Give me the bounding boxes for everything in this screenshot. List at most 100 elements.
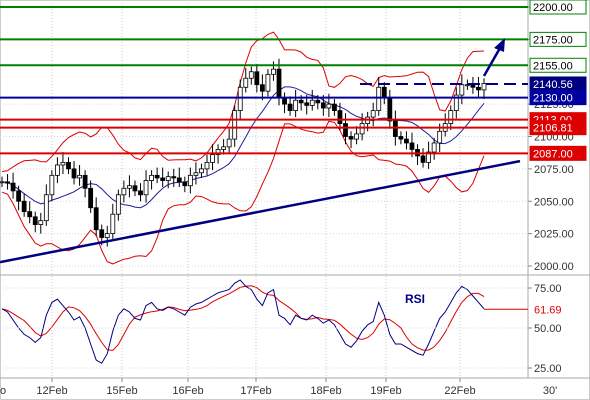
candle-body (38, 220, 44, 225)
moving-average (1, 86, 485, 209)
candle-body (420, 155, 426, 163)
level-label-box-0 (529, 0, 587, 15)
level-label-box-2 (529, 57, 587, 73)
candle-body (354, 133, 359, 140)
candle-body (398, 136, 404, 140)
candle-body (60, 161, 66, 166)
candle-body (470, 84, 476, 88)
candle-body (49, 174, 55, 196)
candle-body (0, 181, 5, 184)
x-tick-label-0: o (0, 385, 6, 397)
rsi-tick-label-0: 75.00 (534, 283, 562, 295)
candle-body (204, 161, 210, 170)
candle-body (370, 110, 376, 118)
candle-body (481, 83, 487, 91)
rsi-line (1, 279, 485, 364)
candle-body (254, 71, 260, 86)
candle-body (66, 161, 71, 170)
candle-body (453, 94, 459, 111)
candle-body (332, 103, 337, 111)
candle-body (426, 151, 431, 163)
candle-body (127, 185, 132, 189)
candle-body (99, 229, 105, 238)
x-tick-label-3: 16Feb (172, 385, 203, 397)
bollinger-upper (1, 31, 485, 172)
candle-body (193, 172, 199, 176)
candle-body (82, 174, 88, 189)
candle-body (176, 177, 182, 183)
candle-body (10, 182, 16, 192)
candle-body (93, 207, 99, 231)
candle-body (104, 233, 110, 238)
level-label-box-1 (529, 31, 587, 47)
candle-body (276, 68, 282, 99)
candle-body (464, 84, 470, 87)
candle-body (287, 103, 293, 111)
candle-body (21, 200, 27, 213)
level-label-6: 2106.81 (533, 123, 573, 135)
candle-body (476, 86, 481, 91)
candle-body (409, 142, 415, 150)
candle-body (199, 168, 204, 174)
candle-body (27, 211, 33, 218)
candle-body (132, 185, 138, 192)
arrow-shaft (482, 47, 502, 77)
trend-line (0, 159, 521, 264)
candle-body (171, 176, 177, 179)
y-tick-label-6: 2025.00 (534, 229, 574, 241)
candle-body (165, 176, 171, 181)
candle-body (232, 110, 238, 140)
candle-body (160, 177, 166, 181)
candle-body (337, 110, 343, 124)
candle-body (77, 174, 82, 179)
y-tick-label-5: 2050.00 (534, 196, 574, 208)
level-label-7: 2087.00 (533, 148, 573, 160)
x-tick-label-5: 18Feb (310, 385, 341, 397)
candle-body (459, 84, 465, 96)
rsi-tick-label-1: 50.00 (534, 323, 562, 335)
candles (0, 58, 487, 247)
candle-body (43, 194, 49, 222)
y-tick-label-7: 2000.00 (534, 261, 574, 273)
candle-body (315, 99, 321, 104)
candle-body (259, 84, 265, 92)
rsi-label: RSI (405, 292, 425, 306)
candle-body (138, 190, 143, 196)
candle-body (376, 86, 382, 112)
y-tick-label-4: 2075.00 (534, 164, 574, 176)
candle-body (115, 194, 121, 215)
rsi-tick-label-2: 25.00 (534, 363, 562, 375)
candle-body (110, 213, 116, 235)
level-label-0: 2200.00 (533, 2, 573, 14)
candle-body (149, 174, 154, 181)
candle-body (298, 99, 304, 104)
level-label-3: 2140.56 (533, 79, 573, 91)
level-label-box-4 (529, 90, 587, 106)
arrow-head (494, 38, 505, 52)
candle-body (226, 138, 232, 148)
candle-body (304, 102, 310, 106)
candle-body (265, 73, 271, 92)
candle-body (210, 154, 215, 163)
candle-body (309, 99, 315, 106)
level-label-4: 2130.00 (533, 93, 573, 105)
candle-body (293, 99, 299, 111)
candle-body (121, 187, 127, 196)
candle-body (348, 136, 354, 140)
level-label-box-7 (529, 145, 587, 161)
candle-body (55, 164, 60, 176)
x-tick-label-1: 12Feb (36, 385, 67, 397)
candle-body (154, 174, 160, 179)
candle-body (71, 168, 77, 179)
candle-body (326, 103, 332, 109)
candle-body (16, 190, 22, 202)
candle-body (243, 77, 249, 88)
x-tick-label-8: 30' (543, 385, 557, 397)
rsi-signal-line (1, 285, 485, 351)
candle-body (437, 130, 443, 144)
candle-body (359, 123, 365, 135)
level-label-box-6 (529, 120, 587, 136)
candle-body (392, 120, 398, 137)
candle-body (271, 68, 276, 75)
